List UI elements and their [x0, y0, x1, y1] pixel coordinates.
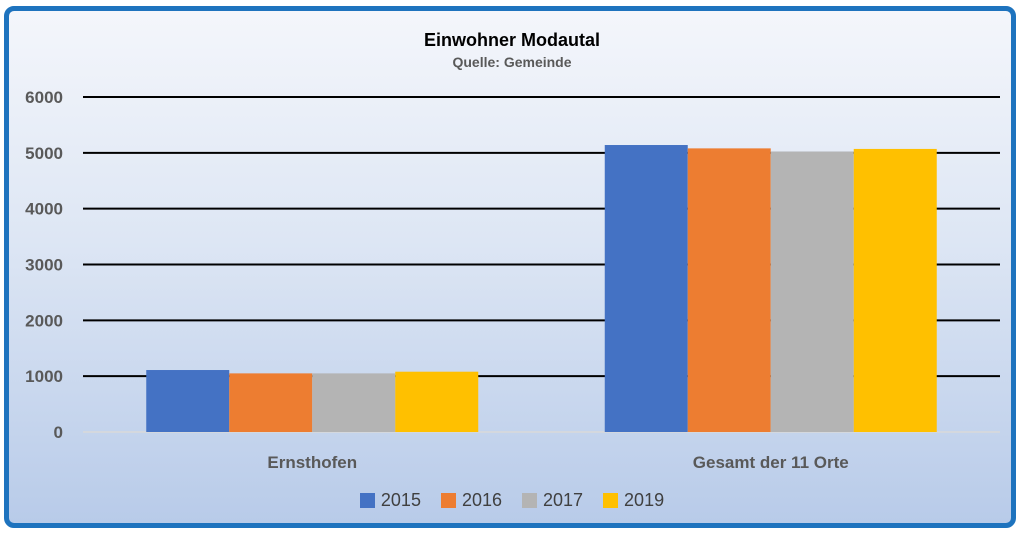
- bar-2015-1: [604, 145, 688, 432]
- x-category-label: Gesamt der 11 Orte: [693, 453, 849, 472]
- y-tick-label: 6000: [25, 88, 63, 107]
- legend-item: 2017: [522, 490, 583, 511]
- legend-label: 2017: [543, 490, 584, 510]
- legend-label: 2015: [380, 490, 421, 510]
- chart-subtitle: Quelle: Gemeinde: [452, 54, 572, 70]
- legend-swatch: [359, 493, 375, 508]
- legend-swatch: [603, 493, 619, 508]
- bar-2015-0: [146, 370, 230, 432]
- bar-2017-1: [770, 151, 854, 432]
- legend-item: 2019: [603, 490, 664, 511]
- y-tick-label: 5000: [25, 144, 63, 163]
- bar-2019-0: [395, 371, 479, 432]
- bar-2016-1: [687, 148, 771, 432]
- bar-2017-0: [312, 373, 396, 432]
- legend: 2015 2016 2017 2019: [0, 490, 1024, 511]
- legend-label: 2019: [624, 490, 665, 510]
- y-tick-label: 1000: [25, 367, 63, 386]
- legend-swatch: [440, 493, 456, 508]
- y-tick-label: 2000: [25, 311, 63, 330]
- x-category-label: Ernsthofen: [267, 453, 357, 472]
- bar-2016-0: [229, 373, 313, 432]
- chart-title: Einwohner Modautal: [423, 30, 600, 50]
- y-tick-label: 4000: [25, 200, 63, 219]
- legend-item: 2015: [359, 490, 421, 511]
- y-tick-label: 0: [54, 423, 63, 442]
- legend-swatch: [522, 493, 537, 508]
- y-tick-label: 3000: [25, 256, 63, 275]
- legend-label: 2016: [461, 490, 502, 510]
- legend-item: 2016: [440, 490, 502, 511]
- y-axis-ticks: 0 1000 2000 3000 4000 5000 6000: [25, 88, 63, 442]
- bar-2019-1: [853, 148, 937, 433]
- x-axis-labels: Ernsthofen Gesamt der 11 Orte: [267, 453, 848, 472]
- bars: [146, 145, 937, 433]
